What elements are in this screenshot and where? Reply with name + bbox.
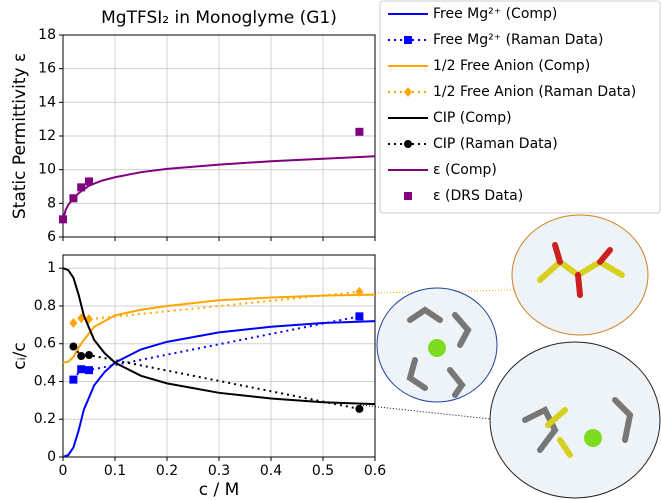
y-tick-label: 0 (47, 449, 56, 465)
marker (77, 365, 86, 374)
marker (85, 351, 93, 360)
x-tick-label: 0.6 (364, 463, 386, 479)
series-line (72, 345, 360, 410)
legend-label: CIP (Raman Data) (433, 136, 558, 152)
plot-frame (62, 34, 376, 238)
x-tick-label: 0.4 (260, 463, 282, 479)
y-axis-label: cᵢ/c (10, 342, 30, 369)
legend-label: Free Mg²⁺ (Comp) (433, 6, 557, 22)
x-tick-label: 0.5 (312, 463, 334, 479)
legend-label: CIP (Comp) (433, 110, 512, 126)
legend-marker (404, 140, 412, 148)
y-axis-label: Static Permittivity ε (10, 53, 30, 219)
y-tick-label: 10 (38, 162, 56, 178)
marker (85, 366, 93, 375)
chart-title: MgTFSI₂ in Monoglyme (G1) (101, 8, 337, 28)
legend-label: 1/2 Free Anion (Raman Data) (433, 84, 636, 100)
y-tick-label: 8 (47, 195, 56, 211)
y-tick-label: 12 (38, 128, 56, 144)
y-tick-label: 0.2 (34, 411, 56, 427)
x-tick-label: 0 (59, 463, 68, 479)
plot-frame (62, 254, 376, 458)
marker (77, 352, 86, 360)
cip-image (489, 341, 661, 499)
marker (355, 286, 364, 297)
y-tick-label: 0.4 (34, 373, 56, 389)
mg-ion (428, 339, 446, 357)
marker (355, 404, 364, 413)
legend-label: ε (Comp) (433, 162, 497, 178)
marker (355, 312, 364, 321)
x-tick-label: 0.2 (156, 463, 178, 479)
x-tick-label: 0.1 (104, 463, 126, 479)
legend (379, 0, 661, 214)
y-tick-label: 18 (38, 27, 56, 43)
molecule-illustrations (359, 214, 661, 499)
bonds (406, 242, 634, 458)
marker (69, 194, 78, 203)
y-tick-label: 0.6 (34, 336, 56, 352)
connector (359, 404, 501, 421)
marker (69, 342, 78, 351)
marker (77, 183, 86, 192)
y-tick-label: 0.8 (34, 298, 56, 314)
legend-label: Free Mg²⁺ (Raman Data) (433, 32, 603, 48)
legend-marker (404, 36, 412, 44)
mg-ion (584, 429, 602, 447)
series-line (63, 293, 375, 364)
marker (59, 215, 67, 224)
y-tick-label: 1 (47, 260, 56, 276)
marker (85, 177, 93, 186)
legend-marker (404, 87, 412, 97)
y-tick-label: 14 (38, 94, 56, 110)
marker (69, 375, 78, 384)
series-line (63, 267, 375, 406)
legend-marker (404, 192, 412, 200)
y-tick-label: 16 (38, 61, 56, 77)
x-axis-label: c / M (199, 480, 240, 500)
series-line (63, 320, 375, 457)
legend-label: ε (DRS Data) (433, 188, 523, 204)
series-line (63, 155, 375, 221)
y-tick-label: 6 (47, 229, 56, 245)
series-line (72, 315, 360, 381)
legend-label: 1/2 Free Anion (Comp) (433, 58, 590, 74)
marker (355, 127, 364, 136)
marker (69, 317, 78, 328)
x-tick-label: 0.3 (208, 463, 230, 479)
